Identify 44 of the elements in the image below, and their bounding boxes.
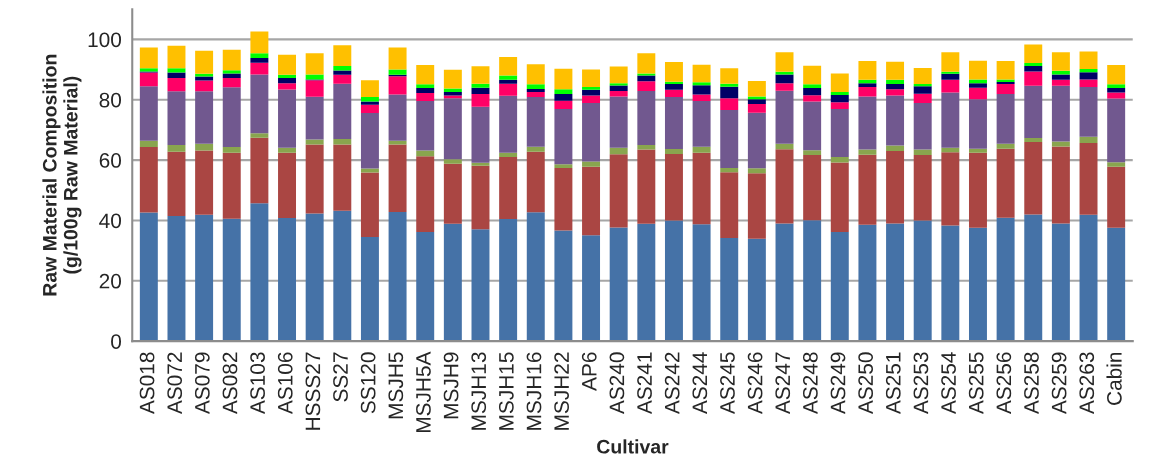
- x-tick-label: SS120: [360, 352, 376, 414]
- x-axis-title: Cultivar: [597, 439, 669, 454]
- x-tick-label: AS082: [222, 352, 238, 415]
- x-tick-label: AS245: [720, 352, 735, 415]
- x-tick-label: AS249: [830, 352, 846, 415]
- x-tick-label: AS253: [913, 352, 929, 415]
- x-tick-label: MSJH5: [388, 352, 404, 419]
- x-tick-label: AP6: [581, 352, 597, 391]
- x-tick-label: AS072: [167, 352, 183, 415]
- x-tick-label: AS079: [194, 352, 210, 415]
- x-tick-label: HSSS27: [305, 352, 321, 430]
- y-tick-label: 60: [99, 153, 122, 168]
- x-tick-label: AS255: [968, 352, 984, 415]
- x-tick-label: AS256: [996, 352, 1012, 415]
- y-tick-label: 80: [99, 92, 122, 108]
- x-tick-label: MSJH22: [554, 352, 569, 430]
- x-tick-label: AS240: [609, 352, 625, 415]
- x-tick-label: AS258: [1024, 352, 1039, 415]
- x-tick-label: AS259: [1051, 352, 1067, 415]
- x-tick-label: AS251: [885, 352, 901, 415]
- x-tick-label: AS250: [858, 352, 874, 415]
- y-tick-label: 100: [88, 32, 122, 48]
- x-tick-label: MSJH13: [471, 352, 487, 430]
- x-tick-label: AS103: [250, 352, 265, 415]
- y-axis-title: Raw Material Composition (g/100g Raw Material): [42, 54, 82, 296]
- x-tick-label: AS018: [139, 352, 155, 415]
- x-tick-label: AS263: [1079, 352, 1095, 415]
- x-tick-label: AS254: [941, 352, 956, 415]
- y-tick-label: 0: [111, 334, 122, 349]
- x-tick-label: MSJH16: [526, 352, 542, 430]
- x-tick-label: AS242: [664, 352, 680, 415]
- y-tick-label: 20: [99, 273, 122, 289]
- y-tick-label: 40: [99, 213, 122, 229]
- x-tick-label: AS241: [637, 352, 652, 415]
- x-tick-label: Cabin: [1106, 352, 1122, 405]
- x-tick-label: AS247: [775, 352, 791, 415]
- x-tick-label: MSJH15: [498, 352, 514, 430]
- x-tick-label: MSJH5A: [416, 351, 431, 433]
- x-tick-label: AS106: [277, 352, 293, 415]
- x-tick-label: MSJH9: [443, 352, 459, 419]
- x-tick-label: AS248: [802, 352, 818, 415]
- x-tick-label: AS246: [747, 352, 763, 415]
- x-tick-label: AS244: [692, 352, 708, 415]
- x-tick-label: SS27: [333, 352, 348, 402]
